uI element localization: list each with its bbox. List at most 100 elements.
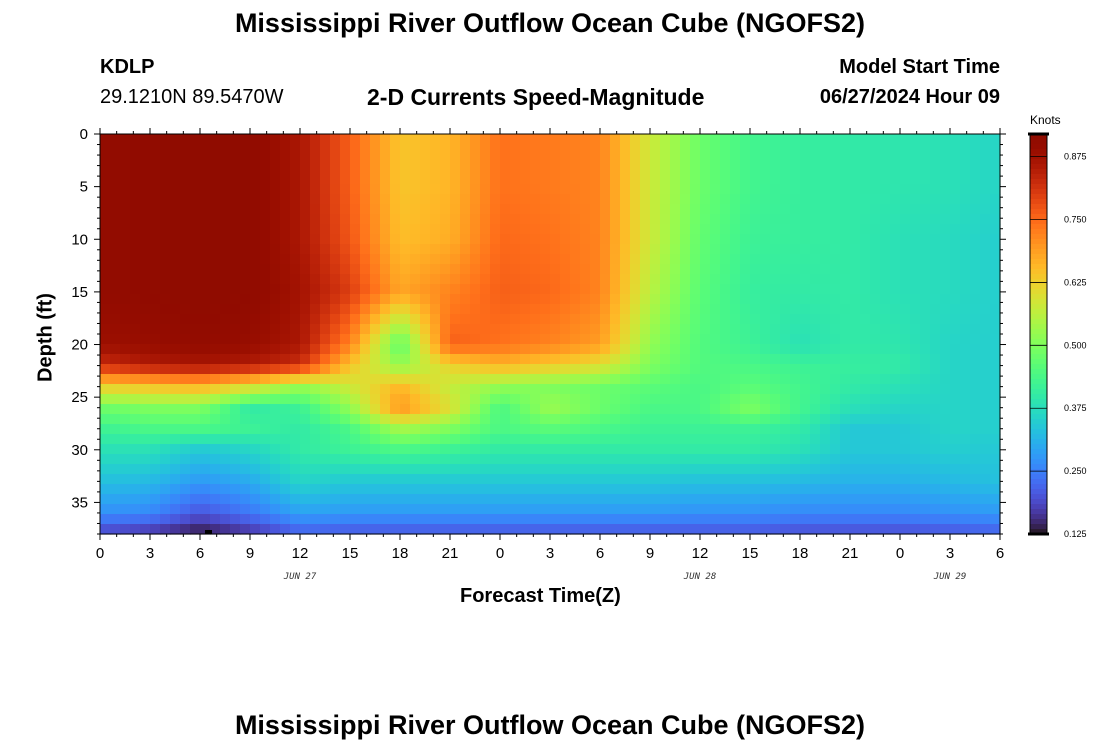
heatmap-cell (420, 464, 431, 475)
heatmap-cell (480, 134, 491, 145)
heatmap-cell (460, 154, 471, 165)
heatmap-cell (340, 164, 351, 175)
heatmap-cell (330, 144, 341, 155)
heatmap-cell (850, 224, 861, 235)
heatmap-cell (940, 314, 951, 325)
heatmap-cell (520, 374, 531, 385)
heatmap-cell (960, 154, 971, 165)
heatmap-cell (230, 214, 241, 225)
heatmap-cell (190, 284, 201, 295)
heatmap-cell (710, 274, 721, 285)
heatmap-cell (350, 484, 361, 495)
heatmap-cell (860, 184, 871, 195)
heatmap-cell (900, 134, 911, 145)
heatmap-cell (560, 464, 571, 475)
heatmap-cell (280, 314, 291, 325)
heatmap-cell (140, 274, 151, 285)
heatmap-cell (100, 324, 111, 335)
heatmap-cell (490, 474, 501, 485)
heatmap-cell (980, 434, 991, 445)
heatmap-cell (950, 154, 961, 165)
heatmap-cell (100, 464, 111, 475)
heatmap-cell (330, 364, 341, 375)
heatmap-cell (650, 234, 661, 245)
heatmap-cell (600, 234, 611, 245)
heatmap-cell (310, 384, 321, 395)
heatmap-cell (590, 164, 601, 175)
heatmap-cell (340, 154, 351, 165)
heatmap-cell (810, 224, 821, 235)
heatmap-cell (840, 274, 851, 285)
heatmap-cell (620, 304, 631, 315)
heatmap-cell (650, 514, 661, 525)
heatmap-cell (970, 194, 981, 205)
heatmap-cell (900, 144, 911, 155)
heatmap-cell (230, 254, 241, 265)
heatmap-cell (890, 424, 901, 435)
heatmap-cell (650, 274, 661, 285)
heatmap-cell (960, 134, 971, 145)
heatmap-cell (460, 204, 471, 215)
heatmap-cell (150, 374, 161, 385)
heatmap-cell (980, 134, 991, 145)
heatmap-cell (110, 374, 121, 385)
heatmap-cell (830, 184, 841, 195)
heatmap-cell (410, 414, 421, 425)
heatmap-cell (720, 284, 731, 295)
heatmap-cell (290, 374, 301, 385)
heatmap-cell (790, 514, 801, 525)
heatmap-cell (370, 404, 381, 415)
heatmap-cell (330, 514, 341, 525)
heatmap-cell (810, 434, 821, 445)
heatmap-cell (670, 164, 681, 175)
heatmap-cell (580, 144, 591, 155)
heatmap-cell (590, 144, 601, 155)
colorbar-swatch (1030, 194, 1047, 200)
heatmap-cell (460, 414, 471, 425)
heatmap-cell (710, 524, 721, 535)
heatmap-cell (370, 344, 381, 355)
heatmap-cell (220, 254, 231, 265)
colorbar-swatch (1030, 489, 1047, 495)
heatmap-cell (490, 304, 501, 315)
heatmap-cell (160, 244, 171, 255)
heatmap-cell (500, 344, 511, 355)
heatmap-cell (120, 184, 131, 195)
heatmap-cell (730, 464, 741, 475)
heatmap-cell (920, 274, 931, 285)
heatmap-cell (650, 264, 661, 275)
heatmap-cell (570, 504, 581, 515)
heatmap-cell (510, 304, 521, 315)
heatmap-cell (790, 454, 801, 465)
heatmap-cell (430, 464, 441, 475)
heatmap-cell (570, 444, 581, 455)
heatmap-cell (830, 174, 841, 185)
heatmap-cell (810, 454, 821, 465)
colorbar-tick-label: 0.875 (1064, 152, 1087, 162)
heatmap-cell (790, 184, 801, 195)
heatmap-cell (310, 374, 321, 385)
heatmap-cell (460, 314, 471, 325)
heatmap-cell (190, 134, 201, 145)
heatmap-cell (620, 384, 631, 395)
heatmap-cell (160, 184, 171, 195)
heatmap-cell (530, 274, 541, 285)
heatmap-cell (470, 274, 481, 285)
heatmap-cell (610, 174, 621, 185)
heatmap-cell (300, 214, 311, 225)
heatmap-cell (550, 164, 561, 175)
heatmap-cell (330, 404, 341, 415)
heatmap-cell (230, 314, 241, 325)
heatmap-cell (630, 194, 641, 205)
heatmap-cell (150, 234, 161, 245)
heatmap-cell (910, 304, 921, 315)
heatmap-cell (290, 164, 301, 175)
heatmap-cell (190, 364, 201, 375)
heatmap-cell (800, 214, 811, 225)
heatmap-cell (210, 394, 221, 405)
heatmap-cell (830, 194, 841, 205)
heatmap-cell (910, 354, 921, 365)
heatmap-cell (630, 374, 641, 385)
heatmap-cell (230, 384, 241, 395)
heatmap-cell (880, 524, 891, 535)
